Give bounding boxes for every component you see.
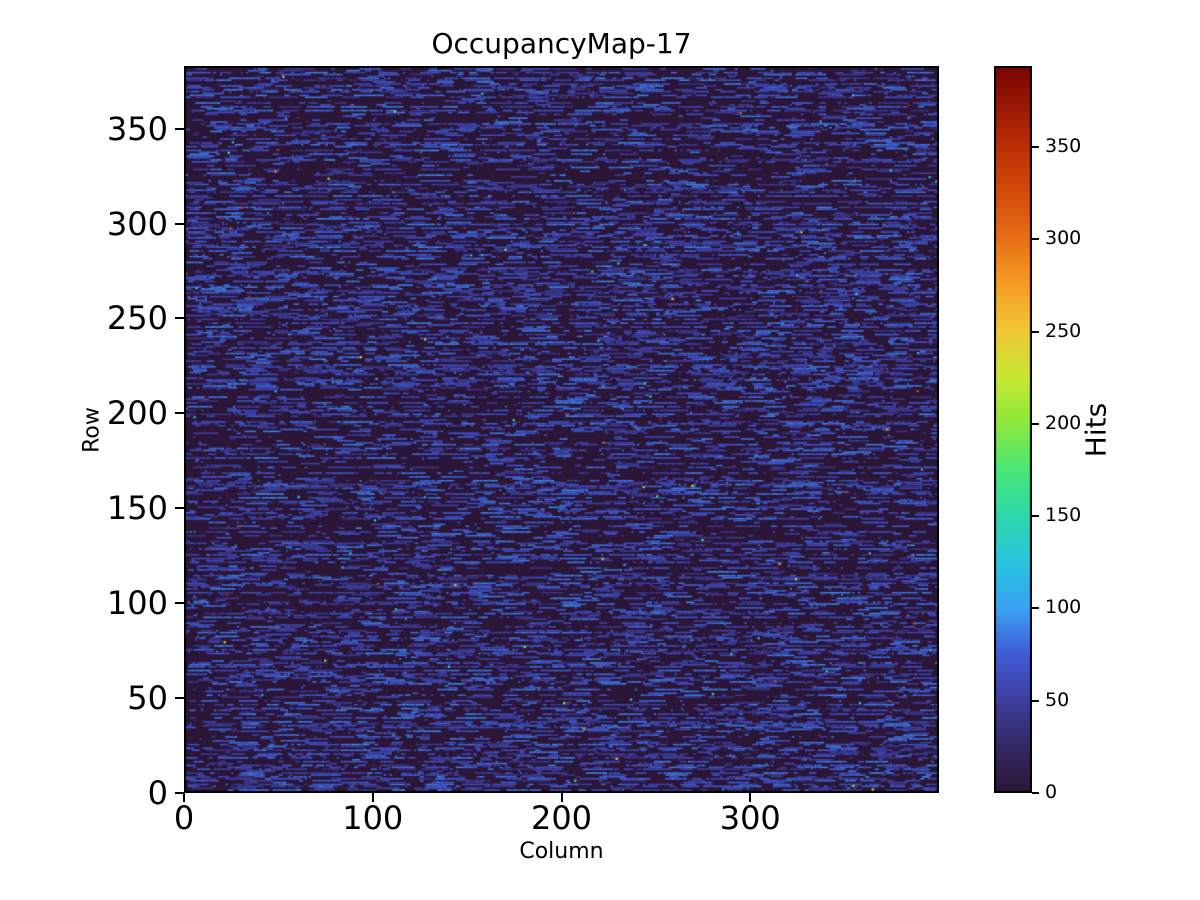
- chart-title: OccupancyMap-17: [431, 27, 692, 60]
- x-tick-label: 0: [173, 799, 195, 837]
- colorbar-tick-label: 150: [1045, 504, 1082, 527]
- x-tick-label: 200: [530, 799, 593, 837]
- x-tick-mark: [560, 793, 563, 802]
- colorbar-tick-mark: [1032, 422, 1039, 425]
- y-tick-mark: [175, 222, 184, 225]
- colorbar-label: Hits: [1079, 402, 1113, 458]
- y-tick-mark: [175, 602, 184, 605]
- y-tick-mark: [175, 507, 184, 510]
- y-tick-mark: [175, 412, 184, 415]
- y-tick-label: 50: [127, 679, 168, 718]
- y-tick-label: 150: [106, 489, 168, 528]
- y-tick-label: 100: [106, 584, 168, 623]
- x-tick-mark: [183, 793, 185, 802]
- colorbar-tick-mark: [1032, 330, 1039, 333]
- y-tick-mark: [175, 697, 184, 700]
- colorbar-tick-label: 300: [1045, 227, 1082, 250]
- colorbar-tick-label: 0: [1045, 781, 1058, 803]
- y-tick-mark: [175, 127, 184, 130]
- x-tick-label: 100: [342, 799, 404, 837]
- colorbar-tick-mark: [1032, 238, 1039, 241]
- x-tick-mark: [371, 793, 374, 802]
- heatmap-canvas: [184, 66, 939, 793]
- colorbar-gradient: [994, 66, 1032, 793]
- colorbar-tick-label: 200: [1045, 411, 1082, 434]
- colorbar-tick-mark: [1032, 792, 1039, 794]
- colorbar-tick-mark: [1032, 146, 1039, 149]
- colorbar-tick-mark: [1032, 515, 1039, 518]
- y-tick-mark: [175, 317, 184, 320]
- y-tick-label: 350: [106, 109, 168, 148]
- y-tick-label: 200: [106, 394, 168, 433]
- y-tick-label: 300: [106, 204, 168, 243]
- y-tick-label: 0: [147, 774, 168, 812]
- colorbar-tick-label: 100: [1045, 596, 1082, 619]
- colorbar-tick-mark: [1032, 607, 1039, 610]
- y-tick-label: 250: [106, 299, 168, 338]
- x-axis-label: Column: [519, 839, 604, 864]
- x-tick-mark: [749, 793, 752, 802]
- x-tick-label: 300: [719, 799, 781, 837]
- colorbar-tick-label: 350: [1045, 135, 1082, 158]
- colorbar-tick-label: 50: [1045, 688, 1070, 711]
- y-tick-mark: [175, 792, 184, 794]
- colorbar-tick-mark: [1032, 699, 1039, 702]
- colorbar-tick-label: 250: [1045, 319, 1082, 342]
